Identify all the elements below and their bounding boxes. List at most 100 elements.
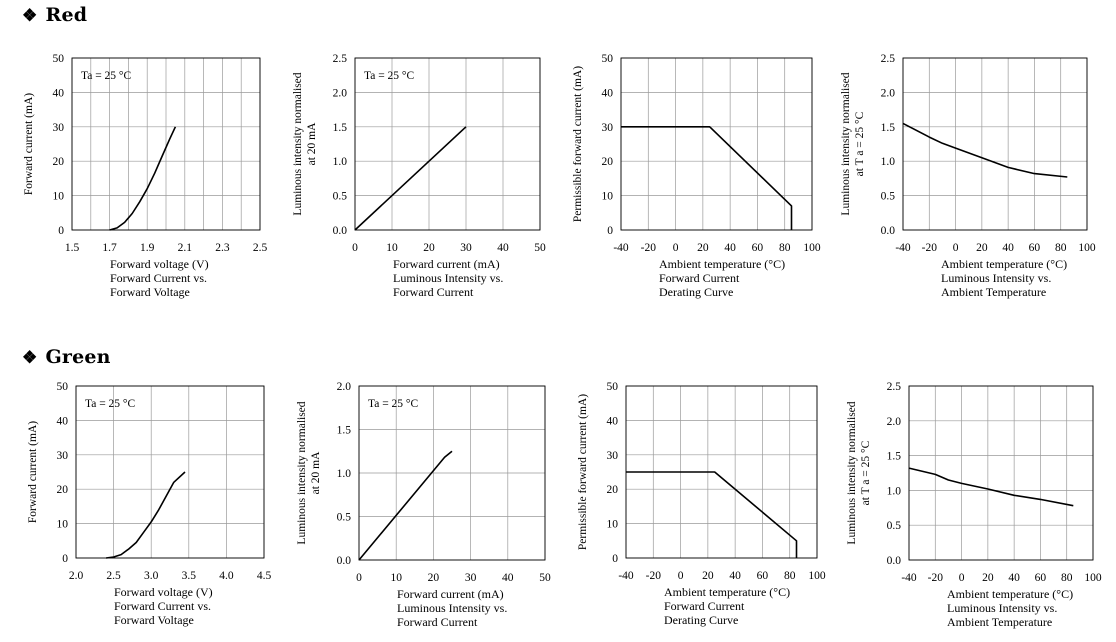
section-heading-red: ❖ Red	[22, 4, 87, 26]
x-tick-label: 10	[386, 242, 398, 254]
x-tick-label: 20	[982, 572, 994, 584]
series-line	[354, 126, 467, 231]
chart-caption: Forward Current	[659, 271, 740, 285]
x-tick-label: 40	[729, 570, 741, 582]
chart-caption: Luminous Intensity vs.	[941, 271, 1051, 285]
y-tick-label: 1.0	[333, 156, 348, 168]
chart-caption: Forward Current vs.	[114, 599, 211, 613]
diamond-bullet-icon: ❖	[22, 6, 38, 26]
y-tick-label: 50	[602, 53, 614, 65]
y-tick-label: 40	[57, 415, 69, 427]
x-tick-label: 4.0	[219, 570, 234, 582]
x-tick-label: 60	[1035, 572, 1047, 584]
chart-caption: Ambient Temperature	[947, 615, 1052, 629]
y-tick-label: 0	[612, 553, 618, 565]
x-tick-label: 1.7	[102, 242, 117, 254]
y-axis-label: Luminous intensity normalised	[292, 72, 304, 215]
y-tick-label: 10	[57, 519, 69, 531]
series-line	[902, 122, 1068, 178]
y-tick-label: 0	[607, 225, 613, 237]
y-tick-label: 0.0	[337, 555, 352, 567]
y-tick-label: 0.5	[333, 191, 348, 203]
y-axis-label: Luminous intensity normalised	[846, 401, 858, 544]
x-tick-label: 0	[953, 242, 959, 254]
x-tick-label: -20	[928, 572, 944, 584]
x-axis-label: Ambient temperature (°C)	[659, 257, 785, 271]
y-tick-label: 40	[53, 87, 65, 99]
series-line	[908, 467, 1074, 507]
y-axis-label: Permissible forward current (mA)	[577, 394, 589, 550]
x-tick-label: -40	[901, 572, 917, 584]
x-tick-label: 30	[465, 572, 477, 584]
y-tick-label: 2.5	[887, 381, 902, 393]
ambient-temperature-annotation: Ta = 25 °C	[364, 70, 415, 82]
plot-frame	[75, 385, 265, 559]
x-tick-label: 40	[1008, 572, 1020, 584]
x-tick-label: 3.0	[144, 570, 159, 582]
x-tick-label: 1.9	[140, 242, 155, 254]
y-tick-label: 0.5	[881, 191, 896, 203]
y-axis-label: Forward current (mA)	[27, 421, 39, 523]
y-tick-label: 2.5	[333, 53, 348, 65]
x-tick-label: -40	[618, 570, 634, 582]
x-tick-label: 2.5	[253, 242, 268, 254]
chart-caption: Forward Voltage	[114, 613, 194, 627]
x-tick-label: 4.5	[257, 570, 272, 582]
x-tick-label: 100	[808, 570, 826, 582]
x-tick-label: 40	[502, 572, 514, 584]
chart-caption: Forward Current vs.	[110, 271, 207, 285]
chart-caption: Luminous Intensity vs.	[947, 601, 1057, 615]
x-tick-label: 30	[460, 242, 472, 254]
chart-caption: Forward Current	[393, 285, 474, 299]
ambient-temperature-annotation: Ta = 25 °C	[368, 398, 419, 410]
y-tick-label: 50	[53, 53, 65, 65]
series-line	[105, 471, 186, 559]
y-tick-label: 2.0	[881, 87, 896, 99]
x-axis-label: Ambient temperature (°C)	[664, 585, 790, 599]
chart-caption: Forward Current	[397, 615, 478, 629]
series-line	[626, 471, 798, 558]
chart-caption: Ambient Temperature	[941, 285, 1046, 299]
y-tick-label: 0.0	[881, 225, 896, 237]
x-tick-label: 60	[1029, 242, 1041, 254]
y-axis-label: Luminous intensity normalised	[296, 401, 308, 544]
x-tick-label: 20	[697, 242, 709, 254]
y-tick-label: 30	[57, 450, 69, 462]
x-axis-label: Forward current (mA)	[393, 257, 500, 271]
y-tick-label: 0.5	[337, 512, 352, 524]
y-tick-label: 1.0	[881, 156, 896, 168]
x-tick-label: 40	[497, 242, 509, 254]
y-tick-label: 20	[53, 156, 65, 168]
x-tick-label: 100	[1084, 572, 1102, 584]
y-tick-label: 0	[58, 225, 64, 237]
chart-caption: Derating Curve	[664, 613, 738, 627]
x-tick-label: -20	[646, 570, 662, 582]
x-axis-label: Forward voltage (V)	[114, 585, 213, 599]
y-tick-label: 30	[607, 450, 619, 462]
plot-frame	[902, 57, 1088, 231]
series-line	[358, 450, 453, 561]
y-tick-label: 2.5	[881, 53, 896, 65]
x-tick-label: 2.1	[178, 242, 193, 254]
y-axis-label: at T a = 25 °C	[860, 440, 872, 505]
x-tick-label: 0	[959, 572, 965, 584]
chart-caption: Derating Curve	[659, 285, 733, 299]
x-tick-label: -20	[641, 242, 657, 254]
plot-frame	[620, 57, 813, 231]
plot-frame	[71, 57, 261, 231]
y-tick-label: 0.0	[887, 555, 902, 567]
x-tick-label: 20	[428, 572, 440, 584]
x-axis-label: Forward current (mA)	[397, 587, 504, 601]
y-axis-label: at 20 mA	[310, 451, 322, 494]
plot-frame	[358, 385, 546, 561]
y-tick-label: 0.0	[333, 225, 348, 237]
y-tick-label: 10	[602, 191, 614, 203]
x-tick-label: 50	[539, 572, 551, 584]
y-tick-label: 30	[602, 122, 614, 134]
y-axis-label: Luminous intensity normalised	[840, 72, 852, 215]
